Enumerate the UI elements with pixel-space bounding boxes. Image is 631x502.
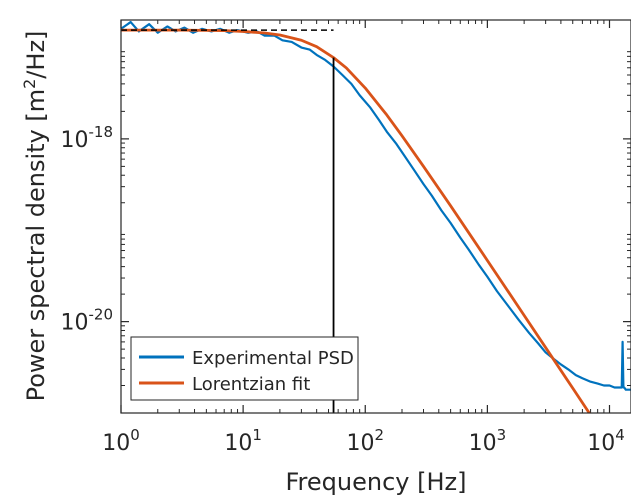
y-axis-label: Power spectral density [m2/Hz] <box>20 31 50 402</box>
y-axis-label-tail: /Hz] <box>22 31 50 79</box>
axes-frame <box>120 19 631 414</box>
tick-labels: 100 101 102 103 104 10-18 10-20 <box>61 123 625 456</box>
plot-lines <box>121 20 631 413</box>
x-tick-label: 104 <box>587 426 625 456</box>
x-tick-label: 100 <box>102 426 140 456</box>
y-tick-label: 10-20 <box>61 306 114 336</box>
legend-box <box>130 336 359 401</box>
x-tick-label: 103 <box>469 426 507 456</box>
minor-ticks <box>121 19 631 413</box>
y-axis-label-main: Power spectral density [m <box>22 89 50 402</box>
series-lorentzian-fit <box>121 28 591 413</box>
x-tick-label: 102 <box>346 426 384 456</box>
legend: Experimental PSD Lorentzian fit <box>130 336 359 401</box>
x-tick-label: 101 <box>224 426 262 456</box>
x-axis-label: Frequency [Hz] <box>286 468 467 496</box>
y-tick-label: 10-18 <box>61 123 114 153</box>
legend-label-lorentzian: Lorentzian fit <box>192 374 310 395</box>
legend-label-experimental: Experimental PSD <box>192 348 354 369</box>
y-axis-label-sup: 2 <box>20 79 39 89</box>
